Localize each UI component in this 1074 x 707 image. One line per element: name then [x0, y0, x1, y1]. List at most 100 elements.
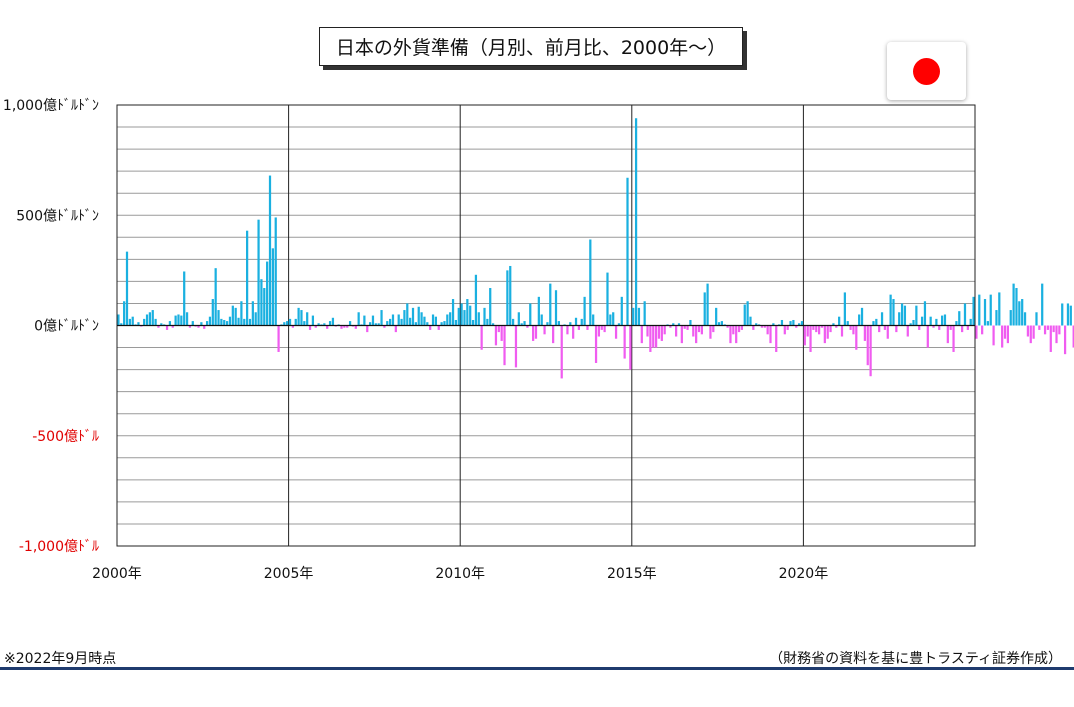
bar	[449, 312, 452, 326]
bar	[769, 325, 772, 344]
bar	[566, 325, 569, 335]
bar	[314, 325, 317, 328]
bar	[783, 325, 786, 335]
bar	[1009, 310, 1012, 326]
bar	[763, 325, 766, 328]
bar	[188, 325, 192, 328]
bar	[609, 314, 612, 326]
bar	[1041, 283, 1044, 326]
bar	[257, 219, 260, 326]
bottom-rule	[0, 667, 1074, 670]
bar	[414, 322, 417, 326]
bar	[740, 325, 744, 330]
bar	[174, 315, 177, 326]
bar	[160, 323, 163, 326]
bar	[846, 321, 849, 326]
bar	[652, 325, 655, 348]
bar	[732, 325, 735, 335]
bar	[909, 323, 912, 326]
bar	[506, 270, 509, 326]
bar	[577, 325, 580, 330]
bar	[491, 323, 495, 326]
bar	[918, 325, 921, 330]
bar	[423, 316, 426, 326]
bar	[903, 305, 907, 326]
bar	[434, 316, 437, 326]
bar	[366, 325, 369, 333]
bar	[760, 325, 764, 328]
bar	[923, 301, 927, 326]
bar	[772, 323, 775, 326]
bar	[457, 307, 460, 326]
bar	[228, 316, 232, 326]
bar	[594, 325, 598, 363]
bar	[549, 283, 552, 326]
bar	[271, 248, 274, 326]
bar	[214, 268, 217, 326]
bar	[363, 315, 366, 326]
bar	[749, 316, 752, 326]
bar	[746, 301, 749, 326]
bar	[1018, 301, 1021, 326]
bar	[486, 318, 489, 326]
bar	[823, 325, 826, 344]
bar	[895, 325, 898, 333]
x-tick-label: 2005年	[264, 566, 314, 582]
bar	[331, 317, 335, 326]
bar	[383, 325, 386, 328]
bar	[998, 292, 1001, 326]
bar	[446, 314, 449, 326]
bar	[920, 316, 924, 326]
bar	[1001, 325, 1004, 348]
bar	[929, 316, 932, 326]
x-tick-label: 2020年	[779, 566, 829, 582]
bar	[809, 325, 812, 352]
bar	[1049, 325, 1052, 352]
bar	[697, 325, 701, 333]
bar	[1003, 325, 1007, 339]
bar	[1052, 325, 1055, 333]
bar	[843, 292, 846, 326]
bar	[589, 239, 592, 326]
bar	[297, 307, 300, 326]
bar	[291, 325, 294, 328]
x-tick-label: 2010年	[435, 566, 485, 582]
bar	[177, 314, 180, 326]
bar	[137, 322, 140, 326]
bar	[712, 325, 715, 333]
bar	[240, 301, 243, 326]
bar	[935, 318, 938, 326]
bar	[826, 325, 829, 339]
bar	[357, 312, 360, 326]
bar	[225, 321, 229, 326]
bar	[943, 314, 947, 326]
bar	[786, 325, 789, 330]
bar	[855, 325, 858, 350]
bar	[480, 325, 483, 350]
bar	[806, 325, 809, 337]
bar	[926, 325, 929, 348]
bar	[695, 325, 698, 344]
bar	[340, 325, 343, 329]
bar	[391, 314, 395, 326]
bar	[306, 312, 309, 326]
bar	[348, 321, 352, 326]
bar	[883, 325, 887, 330]
bar	[743, 304, 746, 326]
bar	[626, 177, 629, 326]
bar	[131, 316, 134, 326]
bar	[185, 312, 189, 326]
bar	[200, 322, 203, 326]
bar	[972, 296, 975, 326]
bar	[686, 325, 689, 330]
bar	[183, 271, 186, 326]
bar	[377, 323, 380, 326]
bar	[403, 310, 406, 326]
bar	[966, 325, 969, 330]
bar-series	[117, 118, 1074, 379]
bar	[1032, 325, 1035, 339]
bar-chart: 1,000億ﾄﾞﾙﾄﾞﾝ 500億ﾄﾞﾙﾄﾞﾝ 0億ﾄﾞﾙﾄﾞﾝ -500億ﾄﾞﾙ -1…	[3, 98, 1074, 582]
footnote-date: ※2022年9月時点	[4, 651, 117, 667]
bar	[231, 305, 234, 326]
bar	[637, 307, 641, 326]
